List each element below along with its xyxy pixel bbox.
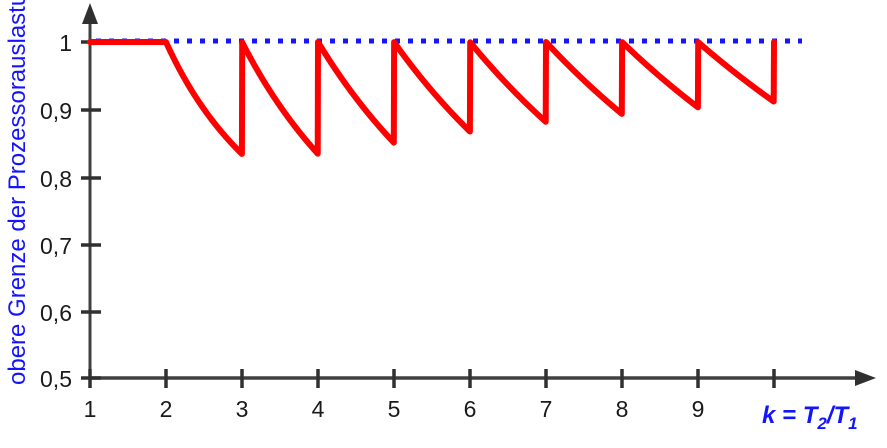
x-axis-title-lead: k = T — [762, 402, 820, 429]
y-tick-label-1: 1 — [59, 30, 72, 56]
x-axis-title: k = T2/T1 — [762, 402, 858, 433]
x-axis-tick-labels: 1 2 3 4 5 6 7 8 9 — [84, 396, 705, 422]
x-tick-label-6: 6 — [464, 396, 477, 422]
y-axis-tick-labels: 1 0,9 0,8 0,7 0,6 0,5 — [40, 30, 72, 392]
y-axis-title: obere Grenze der Prozessorauslastung — [4, 0, 31, 385]
x-axis-title-text: k = T2/T1 — [762, 402, 858, 433]
utilisation-bound-curve — [87, 39, 777, 157]
x-tick-label-3: 3 — [236, 396, 249, 422]
x-tick-label-2: 2 — [160, 396, 173, 422]
x-axis-arrowhead — [855, 370, 876, 386]
x-tick-label-9: 9 — [692, 396, 705, 422]
x-tick-label-5: 5 — [388, 396, 401, 422]
y-axis — [82, 3, 98, 378]
y-tick-label-0-6: 0,6 — [40, 300, 72, 326]
y-axis-arrowhead — [82, 3, 98, 24]
x-axis-title-sub1: 2 — [816, 414, 827, 433]
y-tick-label-0-7: 0,7 — [40, 233, 72, 259]
x-axis — [90, 370, 876, 386]
y-tick-label-0-8: 0,8 — [40, 166, 72, 192]
x-tick-label-1: 1 — [84, 396, 97, 422]
x-axis-ticks — [88, 369, 776, 388]
x-tick-label-4: 4 — [312, 396, 325, 422]
y-tick-label-0-9: 0,9 — [40, 98, 72, 124]
x-tick-label-8: 8 — [616, 396, 629, 422]
x-tick-label-7: 7 — [540, 396, 553, 422]
x-axis-title-sub2: 1 — [848, 414, 857, 433]
x-axis-title-slash: /T — [826, 402, 851, 429]
y-tick-label-0-5: 0,5 — [40, 366, 72, 392]
